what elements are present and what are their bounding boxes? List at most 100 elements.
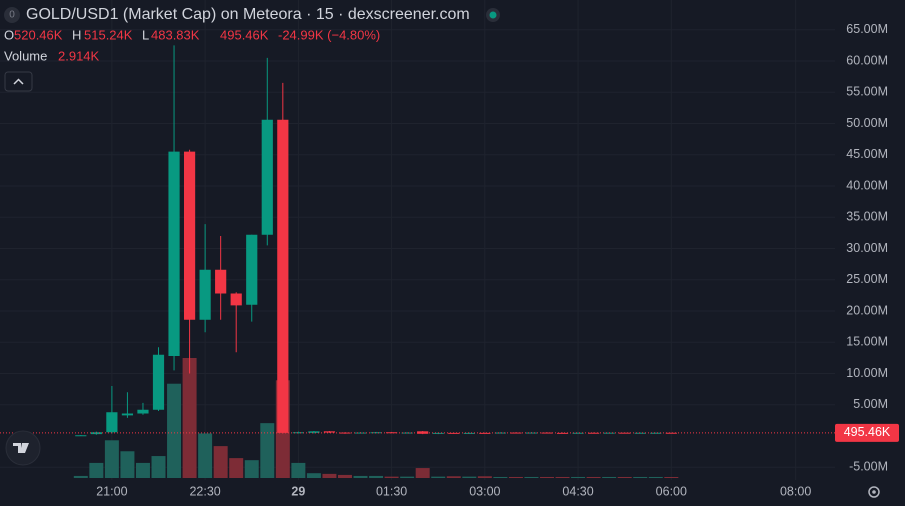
volume-bar: [73, 475, 88, 478]
volume-bar: [120, 451, 135, 478]
volume-label: Volume: [4, 48, 47, 63]
volume-bar: [167, 383, 182, 478]
volume-bar: [244, 460, 259, 478]
candle-body: [137, 409, 149, 414]
badge-text: 0: [9, 10, 15, 21]
x-tick-label: 01:30: [376, 484, 407, 498]
volume-bar: [104, 440, 119, 478]
volume-bar: [369, 475, 384, 478]
volume-bar: [198, 433, 213, 478]
x-tick-label: 04:30: [562, 484, 593, 498]
tv-logo-mark: [13, 443, 29, 453]
volume-bar: [648, 476, 663, 478]
candle-body: [634, 432, 646, 434]
y-tick-label: 40.00M: [846, 178, 888, 192]
x-tick-label: 22:30: [189, 484, 220, 498]
candle-body: [121, 413, 134, 416]
y-tick-label: 45.00M: [846, 147, 888, 161]
high-label: H: [72, 27, 81, 42]
open-label: O: [4, 27, 14, 42]
candle-body: [183, 151, 196, 320]
x-tick-label: 08:00: [780, 484, 811, 498]
candle-body: [152, 354, 165, 410]
volume-bar: [493, 476, 508, 478]
volume-bar: [571, 476, 586, 478]
collapse-button[interactable]: [4, 71, 33, 92]
badge: [4, 7, 20, 23]
volume-bar: [384, 476, 399, 478]
candle-body: [215, 269, 227, 294]
volume-bar: [586, 476, 601, 478]
close-value: 495.46K: [220, 27, 269, 42]
x-tick-label: 29: [291, 484, 305, 498]
candles: [75, 45, 677, 437]
candle-body: [401, 432, 413, 434]
candle-body: [277, 119, 289, 433]
settings-icon-center: [872, 490, 876, 494]
volume-bar: [477, 476, 492, 478]
volume-bar: [617, 476, 632, 478]
y-tick-label: 55.00M: [846, 85, 888, 99]
x-tick-label: 06:00: [656, 484, 687, 498]
volume-bar: [89, 462, 104, 478]
low-label: L: [142, 27, 149, 42]
candle-body: [417, 431, 429, 434]
chart-title: GOLD/USD1 (Market Cap) on Meteora · 15 ·…: [26, 6, 470, 23]
volume-bar: [462, 476, 477, 478]
grid: [0, 0, 835, 480]
change-value: -24.99K (−4.80%): [278, 27, 380, 42]
volume-bar: [182, 358, 197, 478]
y-tick-label: 15.00M: [846, 335, 888, 349]
candle-body: [556, 432, 569, 434]
candle-body: [463, 432, 475, 434]
candle-body: [650, 432, 662, 434]
y-tick-label: 10.00M: [846, 366, 888, 380]
status-dot: [489, 11, 497, 19]
volume-bar: [260, 423, 275, 478]
candle-body: [230, 293, 242, 306]
candle-body: [588, 432, 600, 434]
candle-body: [572, 432, 584, 434]
candle-body: [106, 412, 118, 433]
y-tick-label: 25.00M: [846, 272, 888, 286]
y-tick-label: 20.00M: [846, 303, 888, 317]
x-tick-label: 03:00: [469, 484, 500, 498]
candle-body: [261, 119, 273, 235]
open-value: 520.46K: [14, 27, 63, 42]
candle-body: [323, 431, 336, 433]
high-value: 515.24K: [84, 27, 133, 42]
candle-body: [370, 432, 382, 434]
volume-value: 2.914K: [58, 48, 100, 63]
settings-icon[interactable]: [868, 486, 880, 498]
volume-bar: [602, 476, 617, 478]
volume-bar: [540, 476, 554, 478]
candle-body: [339, 432, 351, 434]
candle-body: [510, 432, 522, 434]
volume-bar: [213, 446, 228, 478]
volume-bar: [337, 474, 352, 478]
volume-bar: [415, 468, 430, 478]
last-price-tag: [835, 423, 899, 442]
candle-body: [308, 431, 320, 433]
candle-body: [292, 432, 304, 434]
volume-bar: [151, 456, 166, 478]
x-tick-label: 21:00: [96, 484, 127, 498]
y-tick-label: 50.00M: [846, 116, 888, 130]
candle-body: [479, 432, 491, 434]
low-value: 483.83K: [151, 27, 200, 42]
candle-body: [665, 432, 677, 434]
volume-bar: [135, 462, 150, 478]
y-tick-label: -5.00M: [849, 460, 888, 474]
volume-bar: [446, 476, 461, 478]
overlay: 65.00M 60.00M 55.00M 50.00M 45.00M 40.00M 35.0…: [0, 22, 899, 498]
volume-bar: [431, 476, 446, 478]
volume-bar: [555, 476, 570, 478]
chevron-icon: [13, 78, 24, 85]
last-price-label: 495.46K: [844, 425, 891, 439]
volume-bar: [508, 476, 523, 478]
y-tick-label: 30.00M: [846, 241, 888, 255]
volume-bar: [291, 462, 306, 478]
volume-bar: [664, 477, 679, 478]
